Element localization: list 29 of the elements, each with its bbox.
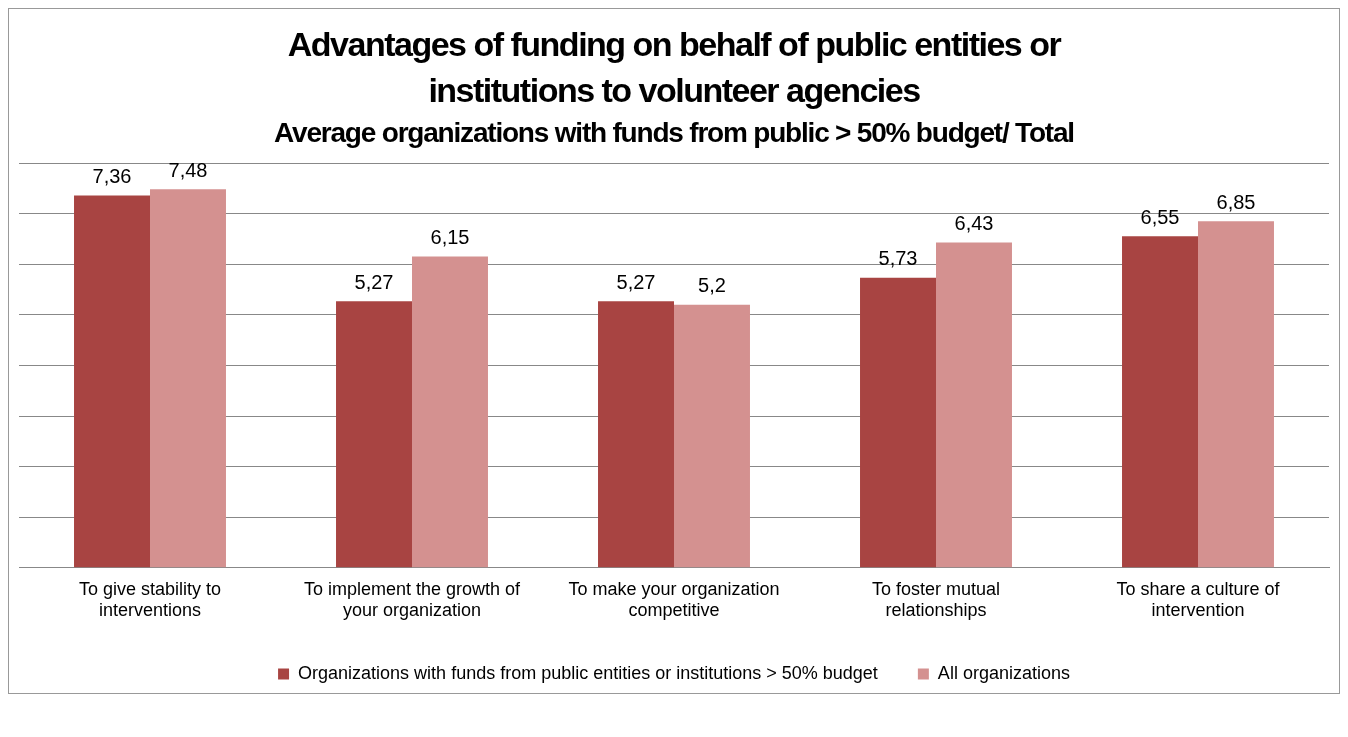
- bar: [860, 277, 936, 568]
- data-label: 5,27: [354, 270, 394, 293]
- bar: [674, 304, 750, 568]
- bar: [598, 301, 674, 568]
- x-tick-label: To share a culture of intervention: [1116, 578, 1281, 621]
- bar: [936, 242, 1012, 568]
- data-label: 6,15: [430, 226, 470, 249]
- data-label: 5,73: [878, 247, 918, 270]
- x-tick-label: To make your organization competitive: [568, 578, 780, 621]
- legend-label: All organizations: [937, 662, 1070, 683]
- chart-subtitle: Average organizations with funds from public > 50% budget/ Total: [273, 116, 1075, 150]
- chart-title: Advantages of funding on behalf of public entities or institutions to volunteer agencies: [286, 24, 1062, 111]
- data-label: 5,2: [698, 274, 726, 297]
- bar: [336, 301, 412, 568]
- data-label: 6,85: [1216, 190, 1256, 213]
- data-label: 5,27: [616, 270, 656, 293]
- bar: [1122, 236, 1198, 568]
- x-tick-label: To give stability to interventions: [78, 578, 222, 621]
- bar: [150, 189, 226, 568]
- data-label: 7,36: [92, 164, 132, 187]
- bar: [74, 195, 150, 568]
- bar: [412, 256, 488, 568]
- x-tick-label: To implement the growth of your organization: [303, 578, 522, 621]
- data-label: 7,48: [168, 158, 208, 181]
- x-tick-label: To foster mutual relationships: [871, 578, 1001, 621]
- bar: [1198, 221, 1274, 568]
- legend-label: Organizations with funds from public entities or institutions > 50% budget: [298, 662, 878, 683]
- data-label: 6,43: [954, 211, 994, 234]
- data-label: 6,55: [1140, 205, 1180, 228]
